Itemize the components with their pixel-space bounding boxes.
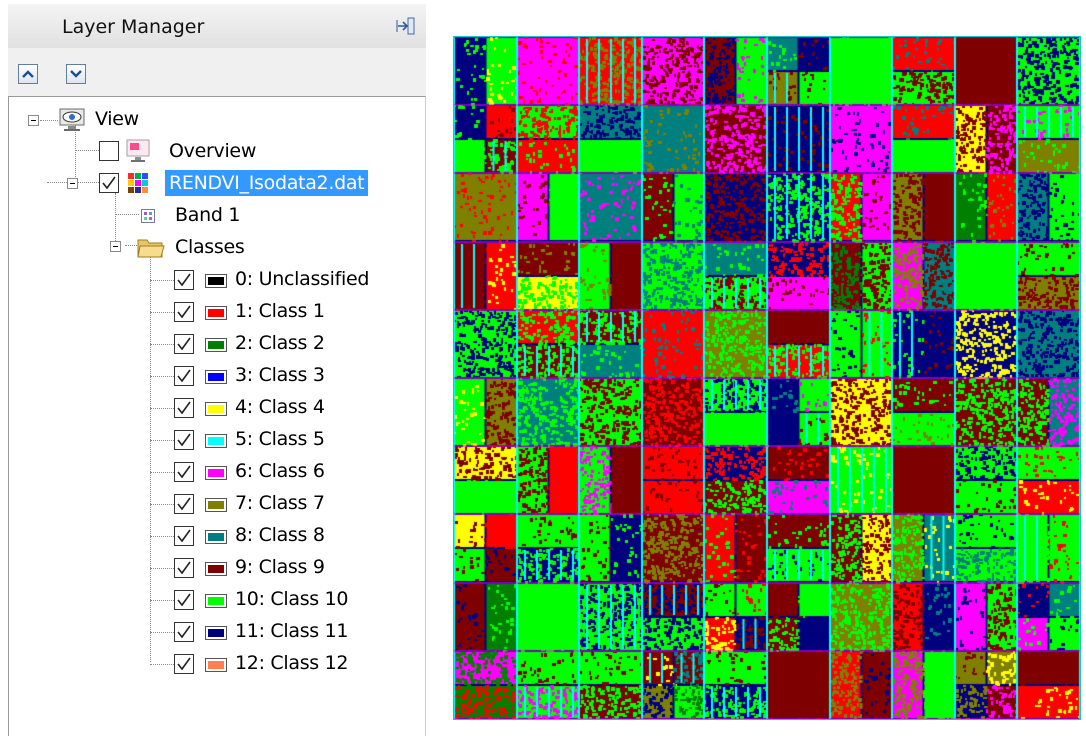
- tree-item-label: Band 1: [175, 204, 241, 226]
- layer-manager-panel: Layer Manager: [0, 0, 428, 736]
- tree-item-label: View: [95, 108, 139, 130]
- raster-grid-icon: [127, 172, 149, 198]
- class-label: 9: Class 9: [235, 556, 325, 578]
- class-label: 3: Class 3: [235, 364, 325, 386]
- collapse-icon[interactable]: [67, 178, 78, 189]
- tree-item-dataset[interactable]: RENDVI_Isodata2.dat: [9, 169, 419, 199]
- class-item[interactable]: 10: Class 10: [9, 585, 409, 615]
- panel-titlebar: Layer Manager: [8, 4, 426, 48]
- class-label: 10: Class 10: [235, 588, 349, 610]
- class-item[interactable]: 4: Class 4: [9, 393, 409, 423]
- class-label: 5: Class 5: [235, 428, 325, 450]
- class-visibility-checkbox[interactable]: [174, 398, 194, 418]
- arrow-up-icon: [22, 70, 34, 78]
- class-label: 1: Class 1: [235, 300, 325, 322]
- arrow-down-icon: [70, 70, 82, 78]
- class-label: 8: Class 8: [235, 524, 325, 546]
- overview-icon: [125, 138, 153, 168]
- class-color-swatch: [205, 402, 227, 416]
- move-down-button[interactable]: [66, 64, 86, 84]
- tree-item-overview[interactable]: Overview: [9, 137, 409, 167]
- class-color-swatch: [205, 562, 227, 576]
- tree-item-classes[interactable]: Classes: [9, 233, 409, 263]
- class-visibility-checkbox[interactable]: [174, 654, 194, 674]
- class-item[interactable]: 11: Class 11: [9, 617, 409, 647]
- class-item[interactable]: 12: Class 12: [9, 649, 409, 679]
- class-label: 4: Class 4: [235, 396, 325, 418]
- layer-tree: View Overview: [8, 96, 426, 736]
- tree-item-view[interactable]: View: [9, 105, 409, 135]
- eye-view-icon: [57, 107, 87, 137]
- class-label: 11: Class 11: [235, 620, 349, 642]
- class-visibility-checkbox[interactable]: [174, 270, 194, 290]
- class-item[interactable]: 5: Class 5: [9, 425, 409, 455]
- class-visibility-checkbox[interactable]: [174, 334, 194, 354]
- band-icon: [141, 208, 155, 227]
- panel-title: Layer Manager: [62, 16, 205, 38]
- classification-image[interactable]: [453, 36, 1081, 720]
- class-color-swatch: [205, 370, 227, 384]
- tree-item-label: Classes: [175, 236, 245, 258]
- dataset-checkbox[interactable]: [99, 173, 119, 193]
- tree-item-label: Overview: [169, 140, 257, 162]
- class-item[interactable]: 6: Class 6: [9, 457, 409, 487]
- class-label: 7: Class 7: [235, 492, 325, 514]
- class-color-swatch: [205, 658, 227, 672]
- class-color-swatch: [205, 274, 227, 288]
- class-label: 6: Class 6: [235, 460, 325, 482]
- class-item[interactable]: 3: Class 3: [9, 361, 409, 391]
- class-label: 0: Unclassified: [235, 268, 370, 290]
- folder-icon: [137, 235, 165, 263]
- class-label: 12: Class 12: [235, 652, 349, 674]
- class-visibility-checkbox[interactable]: [174, 430, 194, 450]
- move-up-button[interactable]: [18, 64, 38, 84]
- collapse-icon[interactable]: [28, 115, 39, 126]
- class-item[interactable]: 1: Class 1: [9, 297, 409, 327]
- class-visibility-checkbox[interactable]: [174, 558, 194, 578]
- class-color-swatch: [205, 626, 227, 640]
- classified-raster-canvas: [454, 37, 1080, 719]
- class-color-swatch: [205, 594, 227, 608]
- collapse-icon[interactable]: [110, 241, 121, 252]
- class-item[interactable]: 8: Class 8: [9, 521, 409, 551]
- class-item[interactable]: 0: Unclassified: [9, 265, 409, 295]
- tree-item-band[interactable]: Band 1: [9, 201, 409, 231]
- tree-item-label-selected: RENDVI_Isodata2.dat: [165, 170, 369, 196]
- class-label: 2: Class 2: [235, 332, 325, 354]
- class-color-swatch: [205, 530, 227, 544]
- overview-checkbox[interactable]: [99, 141, 119, 161]
- class-visibility-checkbox[interactable]: [174, 526, 194, 546]
- class-color-swatch: [205, 338, 227, 352]
- class-color-swatch: [205, 434, 227, 448]
- class-visibility-checkbox[interactable]: [174, 366, 194, 386]
- class-visibility-checkbox[interactable]: [174, 302, 194, 322]
- class-item[interactable]: 9: Class 9: [9, 553, 409, 583]
- class-visibility-checkbox[interactable]: [174, 462, 194, 482]
- class-visibility-checkbox[interactable]: [174, 590, 194, 610]
- dock-right-icon[interactable]: [396, 17, 416, 35]
- class-item[interactable]: 7: Class 7: [9, 489, 409, 519]
- class-visibility-checkbox[interactable]: [174, 494, 194, 514]
- class-visibility-checkbox[interactable]: [174, 622, 194, 642]
- class-item[interactable]: 2: Class 2: [9, 329, 409, 359]
- class-color-swatch: [205, 498, 227, 512]
- layer-toolbar: [8, 48, 426, 96]
- class-color-swatch: [205, 306, 227, 320]
- class-color-swatch: [205, 466, 227, 480]
